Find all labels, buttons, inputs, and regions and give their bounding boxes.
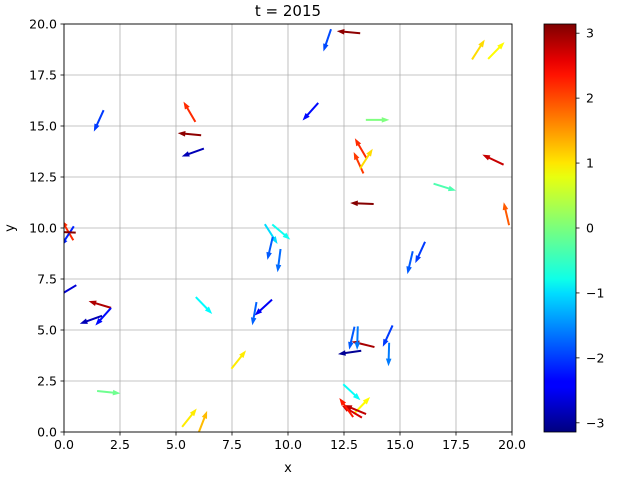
colorbar-tick-label: −2 (586, 350, 604, 365)
quiver-arrow (79, 314, 103, 324)
x-tick-label: 15.0 (386, 437, 414, 452)
x-tick-label: 7.5 (222, 437, 242, 452)
quiver-arrow (266, 236, 274, 260)
y-tick-label: 20.0 (29, 17, 57, 32)
colorbar-tick-label: −3 (586, 415, 604, 430)
y-tick-label: 0.0 (37, 425, 57, 440)
y-tick-label: 15.0 (29, 119, 57, 134)
y-tick-label: 10.0 (29, 221, 57, 236)
colorbar-tick-label: 2 (586, 91, 594, 106)
y-axis-ticks: 0.0 2.5 5.0 7.5 10.0 12.5 15.0 17.5 20.0 (29, 17, 64, 440)
quiver-arrow (342, 383, 361, 401)
quiver-arrow (181, 147, 205, 157)
quiver-arrow (181, 408, 197, 428)
x-tick-label: 17.5 (442, 437, 470, 452)
quiver-arrow (337, 349, 362, 356)
quiver-arrow (254, 298, 273, 316)
y-tick-label: 5.0 (37, 323, 57, 338)
quiver-arrow (482, 154, 505, 166)
quiver-arrow (64, 284, 77, 296)
quiver-arrow (64, 225, 75, 244)
x-axis-ticks: 0.0 2.5 5.0 7.5 10.0 12.5 15.0 17.5 20.0 (54, 432, 526, 452)
quiver-arrow (354, 138, 368, 160)
quiver-arrow (433, 182, 457, 192)
arrow-field (64, 28, 511, 432)
quiver-arrow (354, 326, 361, 350)
y-axis-label: y (3, 224, 18, 232)
quiver-arrow (323, 28, 332, 52)
quiver-arrow (197, 410, 208, 432)
quiver-arrow (275, 248, 282, 273)
x-tick-label: 10.0 (274, 437, 302, 452)
colorbar (543, 23, 577, 433)
quiver-arrow (415, 241, 426, 264)
x-tick-label: 2.5 (110, 437, 130, 452)
colorbar-tick-label: −1 (586, 285, 604, 300)
quiver-arrow (359, 148, 373, 170)
quiver-arrow (382, 325, 394, 347)
x-axis-label: x (284, 461, 292, 476)
colorbar-tick-label: 0 (586, 221, 594, 236)
quiver-arrow (230, 350, 247, 370)
quiver-arrow (350, 200, 374, 207)
quiver-arrow (95, 307, 112, 326)
quiver-arrow (264, 223, 278, 245)
chart-title: t = 2015 (255, 2, 321, 20)
quiver-arrow (385, 342, 392, 367)
x-tick-label: 20.0 (498, 437, 526, 452)
quiver-arrow (250, 301, 258, 326)
x-tick-label: 12.5 (330, 437, 358, 452)
colorbar-tick-label: 1 (586, 156, 594, 171)
x-tick-label: 0.0 (54, 437, 74, 452)
quiver-arrow (406, 251, 414, 275)
quiver-arrow (97, 389, 121, 396)
quiver-arrow (471, 39, 485, 60)
quiver-arrow (344, 405, 367, 415)
quiver-arrow (302, 102, 319, 121)
quiver-arrow (339, 398, 354, 418)
quiver-arrow (348, 326, 356, 350)
x-tick-label: 5.0 (166, 437, 186, 452)
quiver-arrow (336, 28, 361, 35)
quiver-arrow (502, 202, 511, 226)
y-tick-label: 7.5 (37, 272, 57, 287)
quiver-arrow (177, 130, 202, 137)
colorbar-tick-label: 3 (586, 26, 594, 41)
quiver-arrow (271, 223, 291, 240)
y-tick-label: 12.5 (29, 170, 57, 185)
quiver-arrow (183, 101, 197, 123)
quiver-arrow (64, 231, 76, 234)
y-tick-label: 2.5 (37, 374, 57, 389)
quiver-arrow (353, 152, 365, 174)
y-tick-label: 17.5 (29, 68, 57, 83)
quiver-arrow (487, 42, 505, 60)
colorbar-ticks: −3 −2 −1 0 1 2 3 (576, 26, 604, 430)
quiver-arrow (195, 296, 213, 314)
quiver-arrow (365, 117, 390, 123)
quiver-arrow (93, 109, 105, 132)
quiver-arrow (88, 300, 112, 309)
